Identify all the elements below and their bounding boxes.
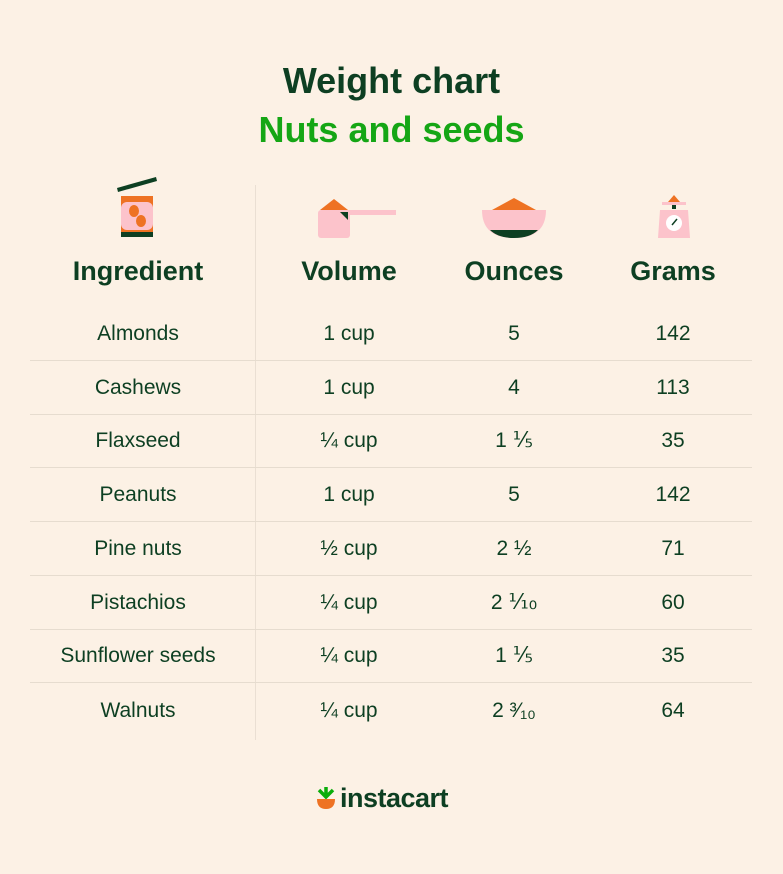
brand-name: instacart bbox=[340, 783, 449, 813]
row-divider bbox=[30, 521, 752, 522]
cell-volume: ¼ cup bbox=[320, 429, 378, 452]
cell-ingredient: Peanuts bbox=[99, 483, 177, 506]
row-divider bbox=[30, 467, 752, 468]
cell-volume: 1 cup bbox=[323, 483, 375, 506]
cell-ounces: 2 ½ bbox=[496, 537, 532, 560]
cell-grams: 60 bbox=[661, 591, 685, 614]
cell-volume: ¼ cup bbox=[320, 591, 378, 614]
cell-ingredient: Almonds bbox=[97, 322, 179, 345]
chart-subtitle: Nuts and seeds bbox=[258, 109, 525, 150]
cell-ounces: 4 bbox=[508, 376, 520, 399]
header-ingredient: Ingredient bbox=[72, 256, 204, 286]
cell-ingredient: Walnuts bbox=[100, 699, 176, 722]
table-row: Peanuts 1 cup 5 142 bbox=[30, 468, 752, 522]
cell-ounces: 2 ³⁄₁₀ bbox=[492, 699, 536, 722]
carrot-icon bbox=[317, 786, 335, 809]
chart-title: Weight chart bbox=[282, 60, 501, 101]
table-row: Flaxseed ¼ cup 1 ⅕ 35 bbox=[30, 414, 752, 468]
peanut-can-icon bbox=[117, 177, 157, 237]
cell-volume: 1 cup bbox=[323, 376, 375, 399]
cell-ingredient: Pine nuts bbox=[94, 537, 182, 560]
bowl-icon bbox=[482, 198, 546, 238]
cell-ounces: 1 ⅕ bbox=[495, 644, 533, 667]
cell-ounces: 1 ⅕ bbox=[495, 429, 533, 452]
row-divider bbox=[30, 682, 752, 683]
row-divider bbox=[30, 360, 752, 361]
cell-grams: 35 bbox=[661, 429, 685, 452]
cell-grams: 113 bbox=[656, 376, 690, 399]
cell-volume: ¼ cup bbox=[320, 644, 378, 667]
cell-ingredient: Flaxseed bbox=[95, 429, 181, 452]
cell-volume: ¼ cup bbox=[320, 699, 378, 722]
cell-grams: 142 bbox=[655, 483, 691, 506]
cell-grams: 71 bbox=[661, 537, 685, 560]
cell-ingredient: Pistachios bbox=[90, 591, 186, 614]
measuring-cup-icon bbox=[318, 199, 396, 238]
cell-grams: 35 bbox=[661, 644, 685, 667]
cell-ounces: 5 bbox=[508, 483, 520, 506]
table-row: Walnuts ¼ cup 2 ³⁄₁₀ 64 bbox=[30, 684, 752, 738]
cell-ingredient: Cashews bbox=[94, 376, 182, 399]
cell-ingredient: Sunflower seeds bbox=[60, 644, 216, 667]
table-row: Cashews 1 cup 4 113 bbox=[30, 361, 752, 415]
row-divider bbox=[30, 414, 752, 415]
table-row: Sunflower seeds ¼ cup 1 ⅕ 35 bbox=[30, 629, 752, 683]
header-volume: Volume bbox=[301, 256, 397, 286]
cell-grams: 142 bbox=[655, 322, 691, 345]
cell-ounces: 2 ⅒ bbox=[490, 591, 538, 614]
cell-volume: ½ cup bbox=[320, 537, 378, 560]
header-ounces: Ounces bbox=[464, 256, 564, 286]
instacart-logo: instacart bbox=[316, 783, 449, 814]
cell-grams: 64 bbox=[661, 699, 685, 722]
cell-ounces: 5 bbox=[508, 322, 520, 345]
column-divider bbox=[255, 185, 256, 740]
table-row: Pine nuts ½ cup 2 ½ 71 bbox=[30, 522, 752, 576]
table-row: Almonds 1 cup 5 142 bbox=[30, 307, 752, 361]
table-row: Pistachios ¼ cup 2 ⅒ 60 bbox=[30, 576, 752, 630]
row-divider bbox=[30, 575, 752, 576]
cell-volume: 1 cup bbox=[323, 322, 375, 345]
kitchen-scale-icon bbox=[658, 195, 690, 238]
row-divider bbox=[30, 629, 752, 630]
header-grams: Grams bbox=[630, 256, 716, 286]
